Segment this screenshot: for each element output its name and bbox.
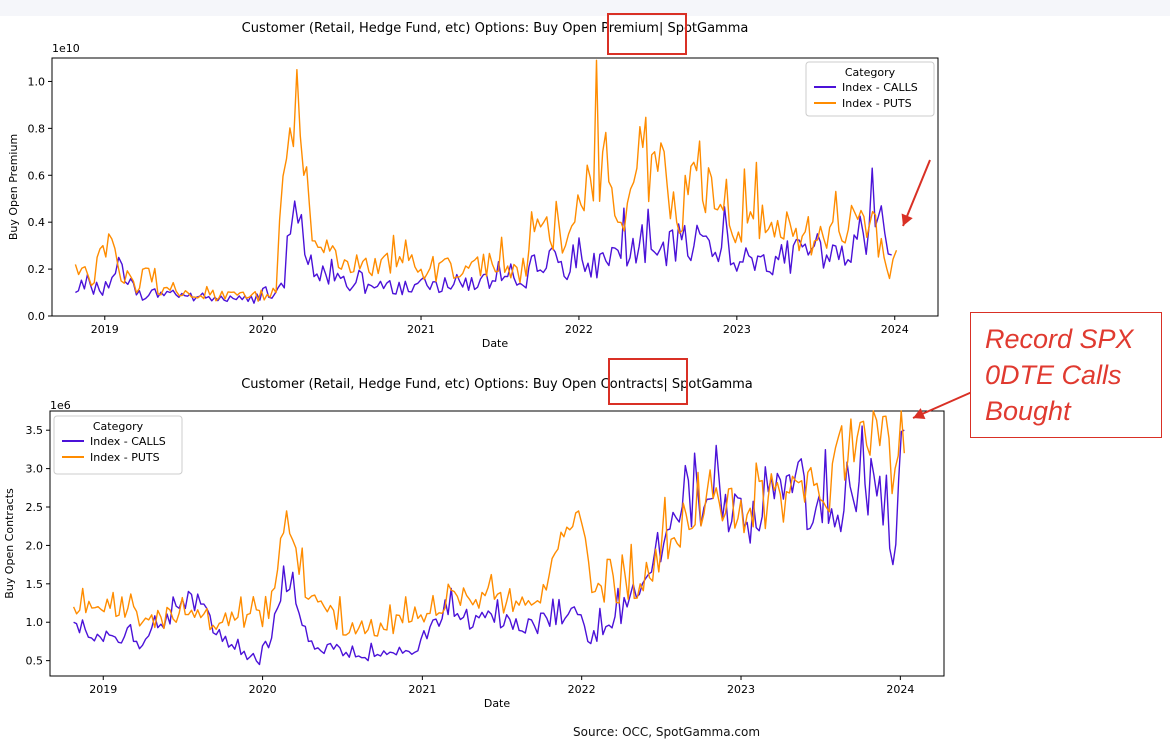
series-line-index-puts bbox=[74, 59, 898, 302]
y-axis-label: Buy Open Contracts bbox=[3, 488, 16, 599]
x-tick-label: 2019 bbox=[91, 323, 119, 336]
legend-entry: Index - PUTS bbox=[842, 97, 912, 110]
y-tick-label: 3.5 bbox=[26, 424, 44, 437]
legend-title: Category bbox=[93, 420, 144, 433]
y-tick-label: 0.0 bbox=[28, 310, 46, 323]
x-tick-label: 2022 bbox=[565, 323, 593, 336]
x-tick-label: 2024 bbox=[886, 683, 914, 696]
x-tick-label: 2020 bbox=[249, 683, 277, 696]
legend-entry: Index - PUTS bbox=[90, 451, 160, 464]
plot-frame-1 bbox=[51, 57, 939, 317]
record-callout-box: Record SPX 0DTE Calls Bought bbox=[970, 312, 1162, 438]
y-multiplier-label: 1e10 bbox=[52, 42, 80, 55]
arrow-premium bbox=[902, 159, 931, 227]
series-line-index-calls bbox=[75, 167, 892, 304]
y-tick-label: 1.0 bbox=[28, 75, 46, 88]
arrow-contracts-head bbox=[913, 408, 926, 420]
callout-line-3: Bought bbox=[985, 396, 1071, 426]
legend-box bbox=[53, 415, 183, 475]
x-tick-label: 2019 bbox=[89, 683, 117, 696]
y-tick-label: 0.5 bbox=[26, 655, 44, 668]
x-axis-label: Date bbox=[484, 697, 511, 710]
highlight-box-contracts bbox=[608, 358, 688, 405]
callout-line-1: Record SPX bbox=[985, 324, 1134, 354]
y-tick-label: 2.5 bbox=[26, 501, 44, 514]
chart-title-2: Customer (Retail, Hedge Fund, etc) Optio… bbox=[241, 377, 753, 392]
y-tick-label: 0.8 bbox=[28, 122, 46, 135]
series-line-index-calls bbox=[73, 425, 905, 666]
x-tick-label: 2020 bbox=[249, 323, 277, 336]
legend-title: Category bbox=[845, 66, 896, 79]
series-line-index-puts bbox=[72, 410, 905, 637]
chart-title-1: Customer (Retail, Hedge Fund, etc) Optio… bbox=[242, 21, 749, 36]
top-strip bbox=[0, 0, 1170, 16]
x-tick-label: 2021 bbox=[408, 683, 436, 696]
plot-frame-2 bbox=[49, 410, 945, 677]
y-tick-label: 0.4 bbox=[28, 216, 46, 229]
y-tick-label: 0.2 bbox=[28, 263, 46, 276]
y-tick-label: 3.0 bbox=[26, 463, 44, 476]
legend-entry: Index - CALLS bbox=[842, 81, 918, 94]
y-multiplier-label: 1e6 bbox=[50, 399, 71, 412]
y-tick-label: 0.6 bbox=[28, 169, 46, 182]
y-tick-label: 1.0 bbox=[26, 616, 44, 629]
legend-entry: Index - CALLS bbox=[90, 435, 166, 448]
x-tick-label: 2024 bbox=[881, 323, 909, 336]
x-tick-label: 2021 bbox=[407, 323, 435, 336]
x-tick-label: 2023 bbox=[723, 323, 751, 336]
callout-line-2: 0DTE Calls bbox=[985, 360, 1122, 390]
y-axis-label: Buy Open Premium bbox=[7, 134, 20, 240]
x-tick-label: 2023 bbox=[727, 683, 755, 696]
highlight-box-premium bbox=[607, 13, 687, 55]
x-axis-label: Date bbox=[482, 337, 509, 350]
y-tick-label: 2.0 bbox=[26, 539, 44, 552]
source-note: Source: OCC, SpotGamma.com bbox=[573, 725, 761, 739]
x-tick-label: 2022 bbox=[568, 683, 596, 696]
legend-box bbox=[805, 61, 935, 117]
arrow-premium-head bbox=[901, 213, 913, 226]
y-tick-label: 1.5 bbox=[26, 578, 44, 591]
